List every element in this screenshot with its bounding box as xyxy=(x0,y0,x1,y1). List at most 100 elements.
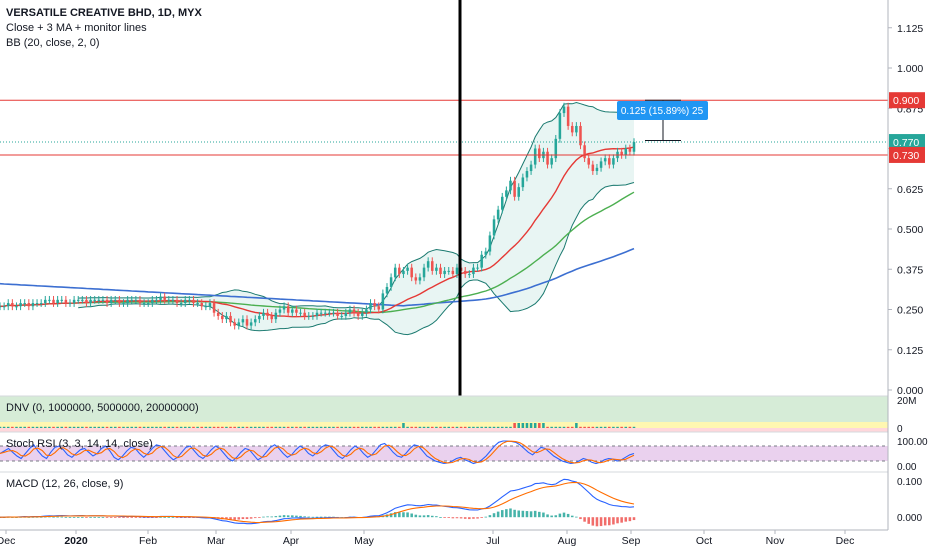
dnv-bar xyxy=(328,426,331,428)
bollinger-upper-line xyxy=(78,101,635,310)
macd-histogram-bar xyxy=(64,516,68,518)
candle xyxy=(406,267,409,271)
candle xyxy=(311,315,315,317)
candle xyxy=(142,303,146,305)
macd-histogram-bar xyxy=(538,511,541,518)
macd-histogram-bar xyxy=(587,517,590,524)
dnv-label[interactable]: DNV (0, 1000000, 5000000, 20000000) xyxy=(6,402,199,414)
candle xyxy=(266,312,269,316)
candle xyxy=(81,299,84,301)
price-badge-label: 0.770 xyxy=(893,137,919,149)
dnv-bar xyxy=(509,426,512,428)
x-tick-label: Apr xyxy=(283,535,300,547)
dnv-bar xyxy=(356,426,360,428)
symbol-title[interactable]: VERSATILE CREATIVE BHD, 1D, MYX xyxy=(6,7,202,19)
dnv-bar xyxy=(517,423,520,428)
macd-histogram-bar xyxy=(566,513,570,518)
candle xyxy=(159,296,162,300)
macd-histogram-bar xyxy=(509,508,512,518)
dnv-bar xyxy=(435,426,438,428)
x-tick-label: Jul xyxy=(486,535,499,547)
macd-histogram-bar xyxy=(451,517,455,519)
macd-histogram-bar xyxy=(315,516,319,518)
dnv-bar xyxy=(558,426,562,428)
y-tick-label: 0.000 xyxy=(897,385,923,397)
dnv-bar xyxy=(167,426,171,428)
dnv-bar xyxy=(266,426,269,428)
macd-histogram-bar xyxy=(484,516,488,518)
macd-histogram-bar xyxy=(155,517,158,518)
dnv-bar xyxy=(155,426,158,428)
candle xyxy=(624,148,628,155)
candle xyxy=(233,322,236,326)
candle xyxy=(72,299,76,304)
candle xyxy=(23,303,26,305)
candle xyxy=(426,261,430,268)
dnv-bar xyxy=(11,426,14,428)
candle xyxy=(608,158,611,165)
macd-histogram-bar xyxy=(76,517,80,518)
x-tick-label: Dec xyxy=(0,535,15,547)
candle xyxy=(130,299,134,301)
macd-histogram-bar xyxy=(422,515,426,518)
dnv-bar xyxy=(212,426,216,428)
dnv-bar xyxy=(476,426,479,428)
candle xyxy=(488,235,492,252)
candle xyxy=(27,303,31,307)
candle xyxy=(151,299,154,304)
candle xyxy=(480,254,483,268)
y-tick-label: 0.625 xyxy=(897,184,923,196)
macd-histogram-bar xyxy=(270,516,273,518)
candle xyxy=(155,299,158,301)
macd-histogram-bar xyxy=(299,515,302,518)
y-tick-label: 0.375 xyxy=(897,264,923,276)
candle xyxy=(435,267,438,271)
dnv-bar xyxy=(81,426,84,428)
candle xyxy=(398,267,401,275)
dnv-band-green xyxy=(0,396,888,422)
x-tick-label: Sep xyxy=(622,535,641,547)
macd-histogram-bar xyxy=(274,516,278,518)
macd-histogram-bar xyxy=(398,512,401,518)
x-tick-label: May xyxy=(354,535,375,547)
candle xyxy=(274,312,278,320)
bollinger-band-fill xyxy=(78,102,634,335)
dnv-bar xyxy=(393,426,397,428)
macd-histogram-bar xyxy=(628,517,632,522)
dnv-bar xyxy=(258,426,261,428)
candle xyxy=(15,306,18,308)
stoch-rsi-label[interactable]: Stoch RSI (3, 3, 14, 14, close) xyxy=(6,438,153,450)
macd-label[interactable]: MACD (12, 26, close, 9) xyxy=(6,478,124,490)
candle xyxy=(68,303,72,305)
candle xyxy=(39,303,43,305)
dnv-bar xyxy=(27,426,31,428)
price-pane[interactable]: 0.125 (15.89%) 25 xyxy=(0,0,888,396)
macd-histogram-bar xyxy=(72,517,76,518)
dnv-bar xyxy=(369,426,372,428)
indicator-bb-label[interactable]: BB (20, close, 2, 0) xyxy=(6,37,100,49)
dnv-bar xyxy=(126,426,129,428)
candle xyxy=(11,303,14,307)
macd-histogram-bar xyxy=(612,517,615,525)
candle xyxy=(299,312,302,314)
dnv-bar xyxy=(64,426,68,428)
macd-histogram-bar xyxy=(229,517,232,520)
dnv-bar xyxy=(389,426,393,428)
price-badge-label: 0.900 xyxy=(893,95,919,107)
y-tick-label: 1.125 xyxy=(897,23,923,35)
candle xyxy=(525,171,529,178)
dnv-bar xyxy=(163,426,166,428)
chart-legend: VERSATILE CREATIVE BHD, 1D, MYX Close + … xyxy=(6,6,202,51)
dnv-bar xyxy=(562,426,566,428)
indicator-ma-label[interactable]: Close + 3 MA + monitor lines xyxy=(6,22,147,34)
dnv-bar xyxy=(151,426,154,428)
dnv-bar xyxy=(31,426,35,428)
macd-histogram-bar xyxy=(109,517,113,518)
dnv-bar xyxy=(85,426,88,428)
macd-histogram-bar xyxy=(175,517,179,518)
dnv-bar xyxy=(468,426,471,428)
candle xyxy=(249,322,253,326)
candle xyxy=(587,158,590,165)
dnv-bar xyxy=(159,426,162,428)
